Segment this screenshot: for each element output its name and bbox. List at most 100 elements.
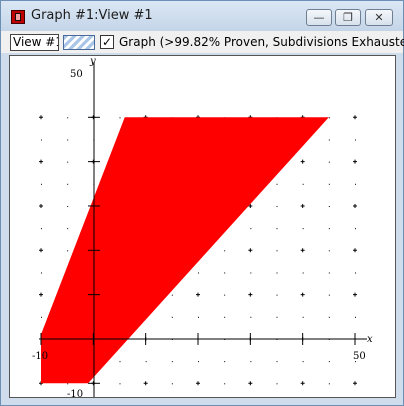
grid-dot bbox=[224, 294, 226, 296]
grid-dot bbox=[198, 361, 199, 363]
y-min-label: -10 bbox=[67, 389, 83, 398]
grid-cross bbox=[353, 292, 357, 297]
grid-dot bbox=[276, 294, 278, 296]
graph-plot[interactable]: x y -10 50 50 -10 bbox=[10, 56, 396, 398]
grid-dot bbox=[67, 228, 69, 230]
grid-cross bbox=[300, 292, 305, 297]
grid-dot bbox=[328, 250, 330, 252]
grid-dot bbox=[67, 139, 69, 141]
grid-dot bbox=[67, 383, 69, 385]
grid-dot bbox=[328, 183, 330, 185]
grid-dot bbox=[224, 272, 226, 274]
grid-cross bbox=[353, 381, 357, 386]
grid-cross bbox=[300, 159, 305, 164]
grid-dot bbox=[355, 316, 356, 318]
graph-visible-checkbox[interactable]: ✓ bbox=[100, 35, 114, 49]
grid-dot bbox=[145, 361, 147, 363]
grid-dot bbox=[328, 117, 330, 119]
window-title: Graph #1:View #1 bbox=[31, 8, 153, 23]
grid-dot bbox=[355, 361, 356, 363]
grid-dot bbox=[198, 316, 199, 318]
grid-dot bbox=[171, 361, 173, 363]
grid-cross bbox=[353, 159, 357, 164]
title-bar[interactable]: Graph #1:View #1 — ❐ ✕ bbox=[1, 1, 403, 31]
x-axis-label: x bbox=[367, 334, 373, 345]
y-axis-label: y bbox=[89, 56, 96, 67]
grid-dot bbox=[67, 117, 69, 119]
grid-dot bbox=[276, 383, 278, 385]
grid-dot bbox=[41, 316, 42, 318]
grid-dot bbox=[250, 272, 252, 274]
grid-dot bbox=[328, 139, 330, 141]
grid-dot bbox=[276, 205, 278, 207]
grid-dot bbox=[224, 316, 226, 318]
grid-dot bbox=[41, 272, 42, 274]
fill-pattern-swatch[interactable] bbox=[63, 35, 95, 50]
restore-button[interactable]: ❐ bbox=[335, 9, 361, 26]
grid-dot bbox=[41, 183, 42, 185]
solution-region bbox=[41, 117, 329, 384]
grid-cross bbox=[39, 203, 43, 208]
grid-cross bbox=[39, 159, 43, 164]
grid-cross bbox=[248, 292, 253, 297]
grid-dot bbox=[276, 316, 278, 318]
grid-dot bbox=[276, 228, 278, 230]
grid-dot bbox=[67, 161, 69, 163]
graph-status-label: Graph (>99.82% Proven, Subdivisions Exha… bbox=[119, 35, 404, 49]
grid-dot bbox=[328, 161, 330, 163]
grid-cross bbox=[39, 292, 43, 297]
grid-dot bbox=[355, 228, 356, 230]
grid-dot bbox=[355, 272, 356, 274]
axis-ticks bbox=[40, 116, 356, 384]
grid-dot bbox=[119, 383, 121, 385]
grid-dot bbox=[171, 316, 173, 318]
grid-dot bbox=[328, 228, 330, 230]
grid-dot bbox=[328, 383, 330, 385]
grid-cross bbox=[248, 248, 253, 253]
grid-dot bbox=[328, 272, 330, 274]
grid-cross bbox=[248, 203, 253, 208]
app-icon[interactable] bbox=[11, 10, 25, 24]
grid-dot bbox=[41, 228, 42, 230]
grid-cross bbox=[39, 248, 43, 253]
grid-dot bbox=[355, 139, 356, 141]
grid-cross bbox=[300, 203, 305, 208]
grid-dot bbox=[328, 294, 330, 296]
grid-dot bbox=[302, 228, 304, 230]
grid-cross bbox=[300, 248, 305, 253]
grid-cross bbox=[196, 292, 200, 297]
x-min-label: -10 bbox=[32, 351, 48, 362]
graph-toolbar: View #1 ✓ Graph (>99.82% Proven, Subdivi… bbox=[1, 31, 404, 53]
grid-dot bbox=[224, 383, 226, 385]
grid-cross bbox=[353, 248, 357, 253]
grid-cross bbox=[39, 115, 43, 120]
grid-dot bbox=[119, 117, 121, 119]
y-max-label: 50 bbox=[70, 69, 83, 80]
grid-cross bbox=[196, 381, 200, 386]
grid-dot bbox=[224, 250, 226, 252]
grid-dot bbox=[328, 205, 330, 207]
grid-dot bbox=[302, 361, 304, 363]
grid-cross bbox=[248, 381, 253, 386]
grid-dot bbox=[67, 250, 69, 252]
grid-dot bbox=[171, 383, 173, 385]
grid-dot bbox=[41, 139, 42, 141]
grid-dot bbox=[198, 272, 199, 274]
grid-dot bbox=[250, 316, 252, 318]
grid-dot bbox=[276, 361, 278, 363]
grid-dot bbox=[328, 361, 330, 363]
grid-dot bbox=[276, 183, 278, 185]
view-name-field[interactable]: View #1 bbox=[10, 34, 59, 51]
close-button[interactable]: ✕ bbox=[365, 9, 393, 26]
grid-cross bbox=[300, 381, 305, 386]
grid-dot bbox=[67, 205, 69, 207]
graph-canvas[interactable]: x y -10 50 50 -10 bbox=[9, 55, 396, 398]
grid-dot bbox=[302, 183, 304, 185]
grid-dot bbox=[171, 294, 173, 296]
grid-dot bbox=[276, 250, 278, 252]
minimize-button[interactable]: — bbox=[306, 9, 332, 26]
grid-cross bbox=[143, 381, 148, 386]
grid-dot bbox=[355, 183, 356, 185]
grid-dot bbox=[250, 228, 252, 230]
